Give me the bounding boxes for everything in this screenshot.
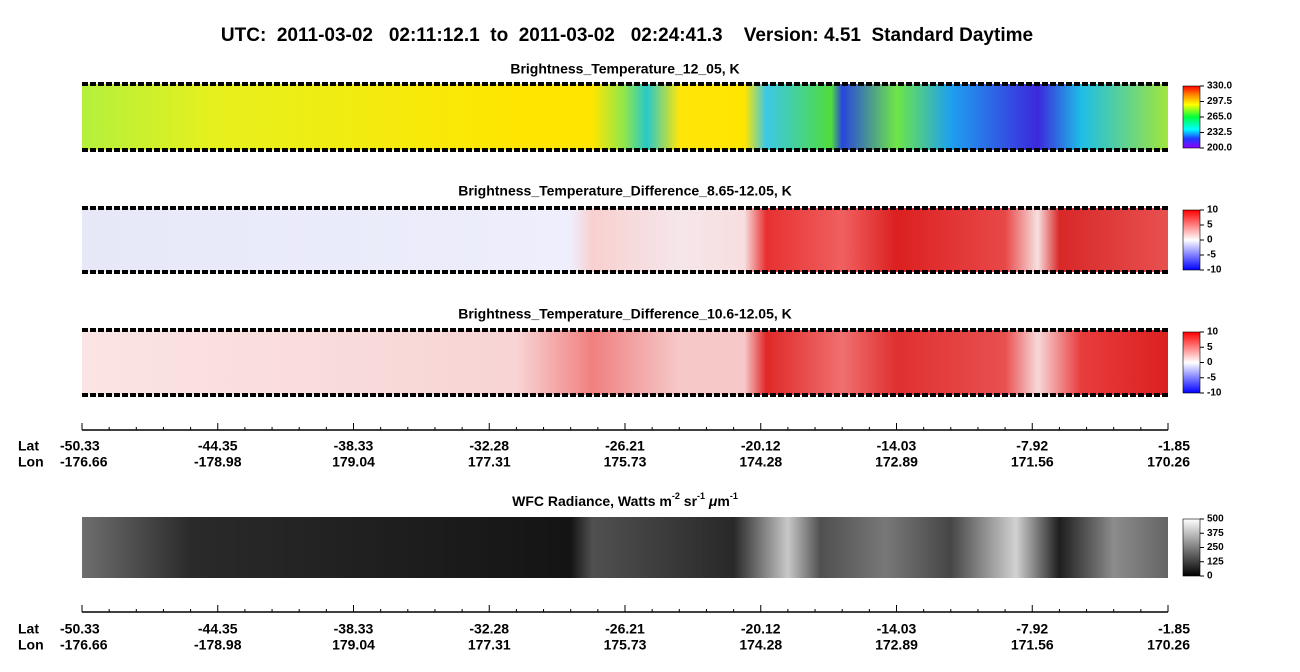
title-part: -1: [730, 491, 738, 501]
lat-label: -1.85: [1158, 438, 1190, 454]
title-part: -2: [672, 491, 680, 501]
colorbar: [1182, 518, 1201, 577]
lat-label: -38.33: [334, 621, 374, 637]
panel-title: Brightness_Temperature_Difference_10.6-1…: [458, 306, 792, 322]
lon-label: -176.66: [60, 454, 108, 470]
lon-label: 179.04: [332, 637, 375, 653]
lat-label: -14.03: [877, 621, 917, 637]
lon-label: 175.73: [604, 637, 647, 653]
lon-label: 179.04: [332, 454, 375, 470]
colorbar-tick-label: 0: [1207, 357, 1213, 368]
lat-label: -38.33: [334, 438, 374, 454]
colorbar-tick-label: 500: [1207, 514, 1224, 525]
colorbar-tick-label: -5: [1207, 372, 1216, 383]
colorbar-tick-label: 5: [1207, 342, 1213, 353]
lon-label: 171.56: [1011, 454, 1054, 470]
lat-label: -26.21: [605, 621, 645, 637]
lat-label: -32.28: [469, 621, 509, 637]
lon-label: 177.31: [468, 454, 511, 470]
colorbar: [1182, 331, 1201, 394]
title-part: sr: [680, 493, 698, 509]
colorbar: [1182, 85, 1201, 149]
colorbar-tick-label: 10: [1207, 327, 1219, 338]
colorbar-tick-label: 200.0: [1207, 143, 1232, 154]
lon-label: 172.89: [875, 637, 918, 653]
colorbar-tick-label: 330.0: [1207, 81, 1232, 92]
image-strip: [82, 330, 1168, 395]
lat-label: -50.33: [60, 438, 100, 454]
colorbar-tick-label: 297.5: [1207, 96, 1232, 107]
title-part: -1: [697, 491, 705, 501]
lon-label: 172.89: [875, 454, 918, 470]
colorbar-tick-label: 10: [1207, 205, 1219, 216]
lon-label: -178.98: [194, 637, 242, 653]
lat-label: -20.12: [741, 621, 781, 637]
lon-axis-label: Lon: [18, 454, 44, 470]
colorbar-tick-label: -5: [1207, 250, 1216, 261]
lon-label: 170.26: [1147, 637, 1190, 653]
figure-title: UTC: 2011-03-02 02:11:12.1 to 2011-03-02…: [221, 25, 1033, 46]
lat-label: -7.92: [1016, 438, 1048, 454]
lon-label: 175.73: [604, 454, 647, 470]
lat-label: -14.03: [877, 438, 917, 454]
lon-label: 174.28: [739, 637, 782, 653]
lat-axis-label: Lat: [18, 438, 39, 454]
lat-label: -1.85: [1158, 621, 1190, 637]
colorbar-tick-label: 0: [1207, 571, 1213, 582]
colorbar-tick-label: -10: [1207, 265, 1222, 276]
lon-label: -178.98: [194, 454, 242, 470]
lat-label: -20.12: [741, 438, 781, 454]
title-part: m: [717, 493, 729, 509]
colorbar-tick-label: 232.5: [1207, 127, 1232, 138]
colorbar-tick-label: 375: [1207, 528, 1224, 539]
lat-label: -26.21: [605, 438, 645, 454]
image-strip: [82, 517, 1168, 578]
lat-label: -7.92: [1016, 621, 1048, 637]
panel-title: Brightness_Temperature_Difference_8.65-1…: [458, 183, 792, 199]
colorbar-tick-label: 265.0: [1207, 112, 1232, 123]
colorbar-tick-label: -10: [1207, 388, 1222, 399]
colorbar-tick-label: 5: [1207, 220, 1213, 231]
lat-label: -50.33: [60, 621, 100, 637]
title-part: WFC Radiance, Watts m: [512, 493, 672, 509]
lon-label: 170.26: [1147, 454, 1190, 470]
title-part: μ: [705, 493, 718, 509]
lon-label: 171.56: [1011, 637, 1054, 653]
lat-label: -44.35: [198, 621, 238, 637]
lat-axis-label: Lat: [18, 621, 39, 637]
lon-label: 174.28: [739, 454, 782, 470]
colorbar-tick-label: 0: [1207, 235, 1213, 246]
lon-axis-label: Lon: [18, 637, 44, 653]
panel-title: Brightness_Temperature_12_05, K: [510, 61, 739, 77]
lat-label: -44.35: [198, 438, 238, 454]
lon-label: -176.66: [60, 637, 108, 653]
colorbar-tick-label: 125: [1207, 556, 1224, 567]
image-strip: [82, 84, 1168, 150]
colorbar-tick-label: 250: [1207, 542, 1224, 553]
image-strip: [82, 208, 1168, 272]
lon-label: 177.31: [468, 637, 511, 653]
colorbar: [1182, 209, 1201, 271]
panel-title: WFC Radiance, Watts m-2 sr-1 μm-1: [512, 491, 738, 508]
lat-label: -32.28: [469, 438, 509, 454]
